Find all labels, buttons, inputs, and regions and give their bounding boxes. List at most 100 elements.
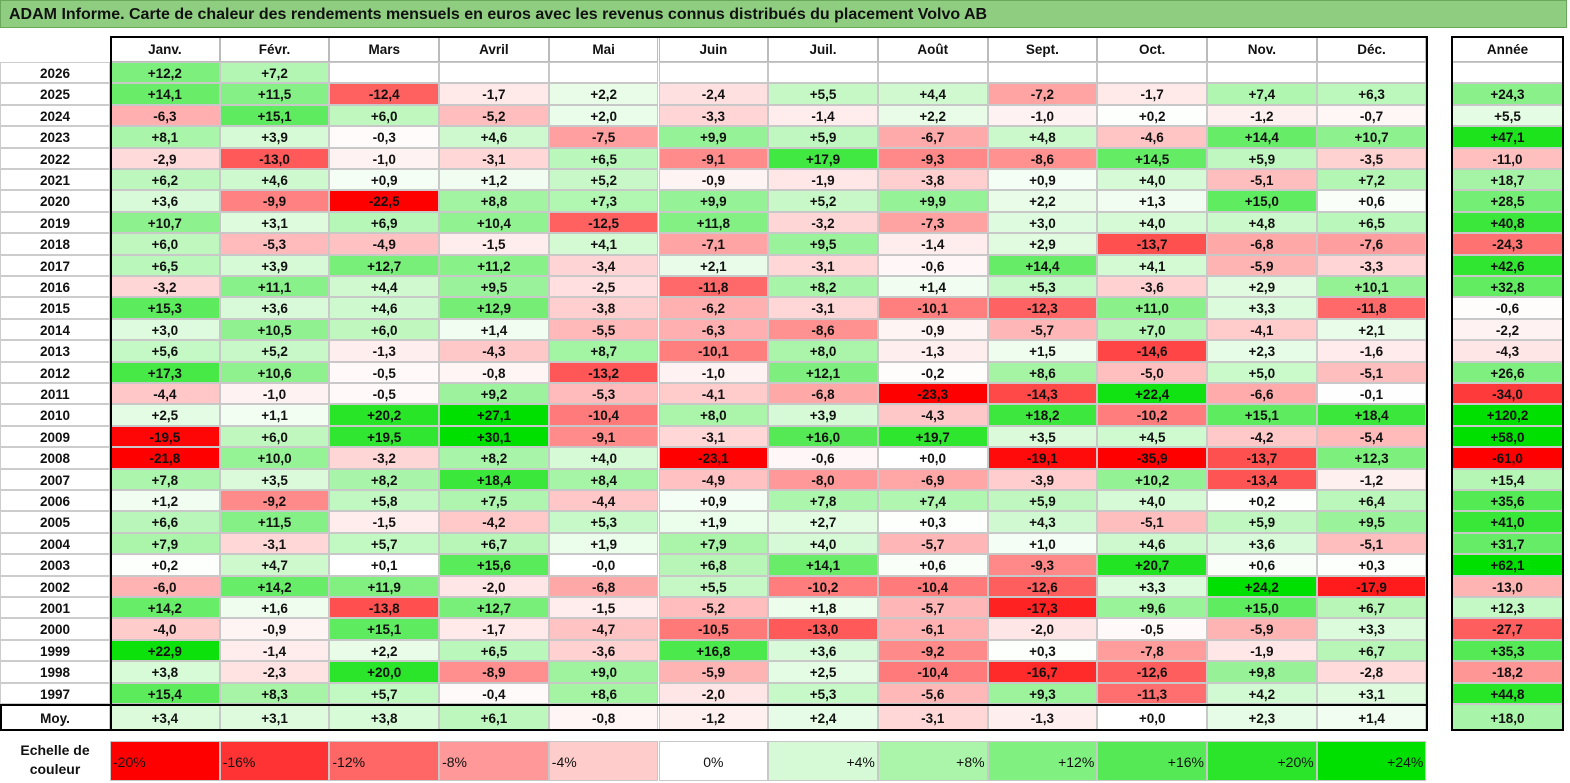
heatmap-cell: -12,4	[329, 83, 440, 105]
heatmap-cell: +2,0	[548, 104, 659, 127]
heatmap-cell: -1,4	[877, 233, 988, 255]
year-total-cell: +58,0	[1452, 425, 1563, 448]
heatmap-cell: +8,1	[110, 126, 220, 148]
heatmap-cell: -2,9	[110, 147, 220, 169]
row-label: 2019	[0, 211, 110, 234]
heatmap-cell: +9,0	[548, 661, 659, 683]
year-total-cell: +32,8	[1452, 276, 1563, 298]
average-cell: +2,3	[1207, 704, 1317, 731]
heatmap-cell: +2,2	[877, 104, 988, 127]
heatmap-cell: -7,3	[877, 211, 988, 234]
row-label: 2015	[0, 297, 110, 319]
heatmap-cell: +0,0	[877, 447, 988, 469]
heatmap-cell: -1,5	[439, 233, 549, 255]
average-cell: +3,8	[329, 704, 440, 731]
heatmap-cell: +3,9	[768, 404, 878, 426]
heatmap-cell: +19,5	[329, 425, 440, 448]
heatmap-cell: +5,2	[768, 190, 878, 212]
heatmap-cell: +5,3	[768, 682, 878, 704]
heatmap-cell: +10,7	[1316, 126, 1427, 148]
heatmap-cell: +4,4	[329, 276, 440, 298]
heatmap-cell: -1,4	[768, 104, 878, 127]
year-total-cell: +28,5	[1452, 190, 1563, 212]
heatmap-cell: -5,1	[1207, 169, 1317, 191]
heatmap-cell: +3,6	[768, 639, 878, 662]
month-header: Avril	[439, 36, 549, 62]
heatmap-cell: +24,2	[1207, 575, 1317, 597]
heatmap-cell: +27,1	[439, 404, 549, 426]
row-label: 2018	[0, 233, 110, 255]
heatmap-cell: -19,5	[110, 425, 220, 448]
heatmap-cell: +8,0	[658, 404, 769, 426]
heatmap-cell: -1,2	[1207, 104, 1317, 127]
heatmap-cell: +2,5	[768, 661, 878, 683]
heatmap-cell: +5,0	[1207, 361, 1317, 383]
heatmap-cell: +20,7	[1097, 554, 1207, 576]
heatmap-cell: +8,4	[548, 468, 659, 490]
year-total-cell: +47,1	[1452, 126, 1563, 148]
heatmap-cell: -2,0	[987, 618, 1098, 640]
color-scale-swatch: +20%	[1207, 741, 1317, 781]
heatmap-cell: +0,6	[1316, 190, 1427, 212]
heatmap-cell: -1,0	[329, 147, 440, 169]
heatmap-cell: +7,5	[439, 490, 549, 512]
heatmap-cell: +15,0	[1207, 190, 1317, 212]
heatmap-cell: -0,7	[1316, 104, 1427, 127]
heatmap-cell: +22,4	[1097, 383, 1207, 405]
color-scale-swatch: 0%	[658, 741, 769, 781]
year-total-cell: -0,6	[1452, 297, 1563, 319]
heatmap-cell: +3,0	[987, 211, 1098, 234]
color-scale-swatch: -8%	[439, 741, 549, 781]
heatmap-cell: -4,6	[1097, 126, 1207, 148]
heatmap-cell	[329, 62, 440, 84]
heatmap-cell: +5,3	[987, 276, 1098, 298]
heatmap-cell: +7,3	[548, 190, 659, 212]
heatmap-cell: +2,3	[1207, 340, 1317, 362]
heatmap-cell: -1,5	[329, 511, 440, 533]
heatmap-cell: +7,4	[877, 490, 988, 512]
heatmap-cell: +10,2	[1097, 468, 1207, 490]
heatmap-cell: +19,7	[877, 425, 988, 448]
heatmap-cell: -5,1	[1097, 511, 1207, 533]
heatmap-cell: +10,0	[219, 447, 330, 469]
heatmap-cell: -0,5	[329, 361, 440, 383]
heatmap-cell: -5,9	[658, 661, 769, 683]
heatmap-cell: -35,9	[1097, 447, 1207, 469]
heatmap-cell: +2,9	[987, 233, 1098, 255]
heatmap-cell: -1,9	[1207, 639, 1317, 662]
heatmap-cell: +1,3	[1097, 190, 1207, 212]
row-label: 2026	[0, 62, 110, 84]
heatmap-cell: +14,2	[110, 597, 220, 619]
heatmap-cell: -0,0	[548, 554, 659, 576]
row-label: 2017	[0, 254, 110, 276]
heatmap-cell: +10,6	[219, 361, 330, 383]
year-total-cell: +120,2	[1452, 404, 1563, 426]
color-scale-swatch: -16%	[219, 741, 330, 781]
heatmap-cell: -7,1	[658, 233, 769, 255]
heatmap-cell: +6,5	[110, 254, 220, 276]
heatmap-cell: +4,2	[1207, 682, 1317, 704]
heatmap-cell: +6,5	[439, 639, 549, 662]
month-header: Nov.	[1207, 36, 1317, 62]
heatmap-cell: +4,0	[1097, 169, 1207, 191]
heatmap-cell: -3,2	[329, 447, 440, 469]
heatmap-cell: -2,0	[439, 575, 549, 597]
heatmap-cell: +12,2	[110, 62, 220, 84]
heatmap-cell: -5,7	[877, 532, 988, 555]
heatmap-cell: +15,4	[110, 682, 220, 704]
heatmap-cell: -0,6	[768, 447, 878, 469]
heatmap-cell: -3,8	[548, 297, 659, 319]
heatmap-cell: -1,7	[439, 618, 549, 640]
heatmap-cell: +3,6	[1207, 532, 1317, 555]
heatmap-cell: +11,2	[439, 254, 549, 276]
heatmap-cell: +1,4	[439, 318, 549, 341]
row-label: 2007	[0, 468, 110, 490]
heatmap-cell: +3,3	[1207, 297, 1317, 319]
color-scale-swatch: +4%	[768, 741, 878, 781]
heatmap-cell: -4,9	[658, 468, 769, 490]
heatmap-cell: -8,9	[439, 661, 549, 683]
heatmap-cell: +5,9	[768, 126, 878, 148]
average-cell: -3,1	[877, 704, 988, 731]
heatmap-cell: +16,8	[658, 639, 769, 662]
heatmap-cell: -11,8	[1316, 297, 1427, 319]
